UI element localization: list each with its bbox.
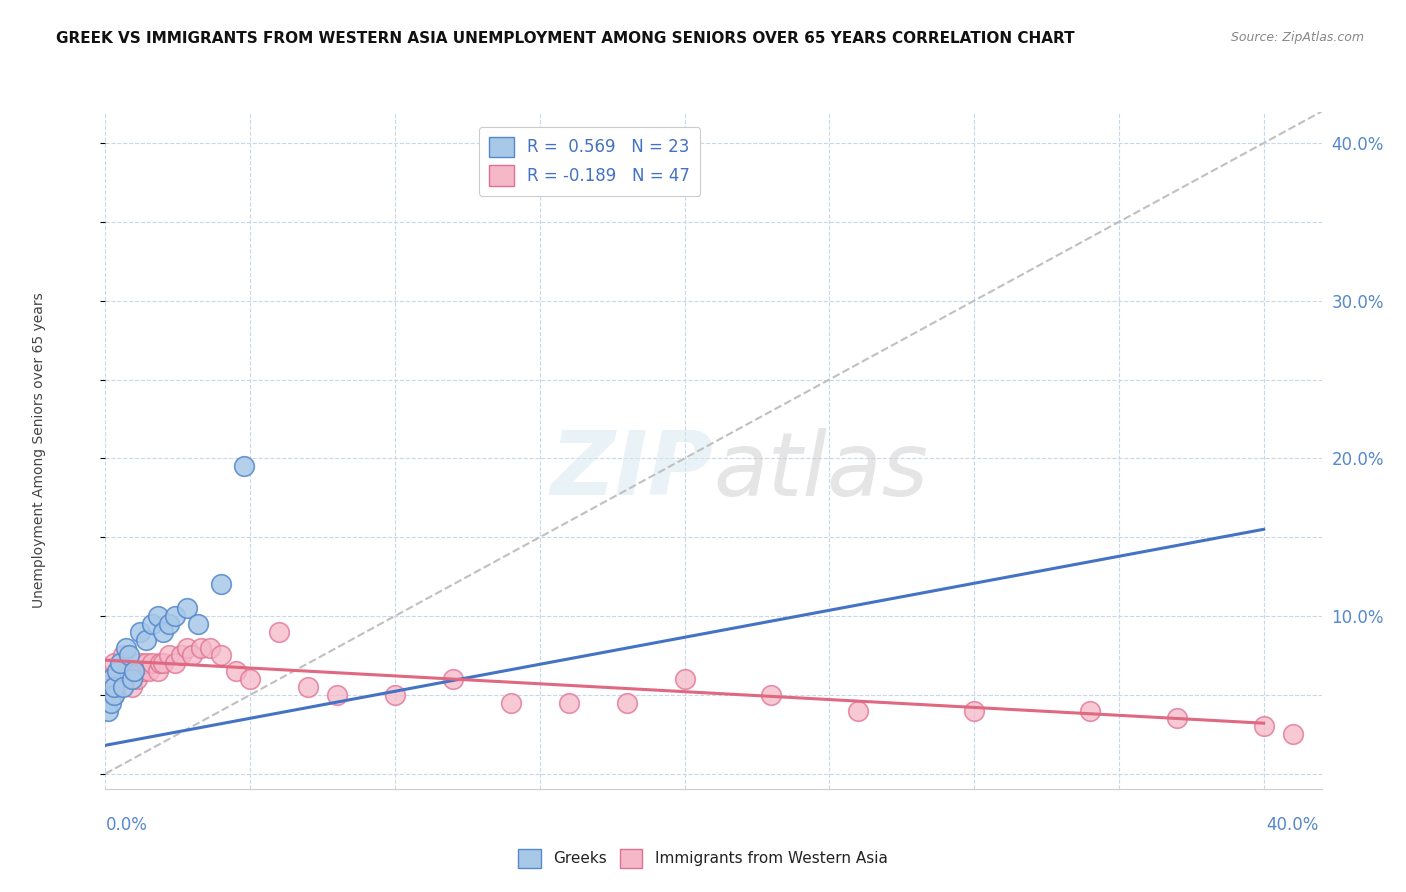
Text: 0.0%: 0.0% [105, 816, 148, 834]
Point [170, 648, 193, 663]
Point [103, 680, 125, 694]
Point [963, 704, 986, 718]
Point [121, 680, 143, 694]
Point [129, 657, 152, 671]
Point [108, 657, 131, 671]
Point [132, 664, 155, 678]
Point [127, 672, 149, 686]
Point [111, 680, 134, 694]
Point [141, 616, 163, 631]
Point [176, 640, 198, 655]
Legend: Greeks, Immigrants from Western Asia: Greeks, Immigrants from Western Asia [512, 843, 894, 873]
Point [135, 632, 157, 647]
Point [121, 672, 143, 686]
Point [100, 680, 122, 694]
Point [673, 672, 696, 686]
Point [616, 696, 638, 710]
Point [297, 680, 319, 694]
Text: atlas: atlas [713, 428, 928, 514]
Point [114, 672, 136, 686]
Point [558, 696, 581, 710]
Point [163, 609, 186, 624]
Point [129, 624, 152, 639]
Point [326, 688, 349, 702]
Point [105, 672, 128, 686]
Point [103, 657, 125, 671]
Point [181, 648, 204, 663]
Point [117, 664, 139, 678]
Point [209, 577, 232, 591]
Point [149, 657, 172, 671]
Point [97, 672, 120, 686]
Text: GREEK VS IMMIGRANTS FROM WESTERN ASIA UNEMPLOYMENT AMONG SENIORS OVER 65 YEARS C: GREEK VS IMMIGRANTS FROM WESTERN ASIA UN… [56, 31, 1074, 46]
Point [187, 616, 209, 631]
Point [135, 657, 157, 671]
Point [103, 688, 125, 702]
Point [152, 624, 174, 639]
Point [1281, 727, 1303, 741]
Point [157, 616, 180, 631]
Point [190, 640, 212, 655]
Point [141, 657, 163, 671]
Point [124, 664, 146, 678]
Point [846, 704, 869, 718]
Point [209, 648, 232, 663]
Point [111, 648, 134, 663]
Point [157, 648, 180, 663]
Point [176, 601, 198, 615]
Point [163, 657, 186, 671]
Point [441, 672, 464, 686]
Point [384, 688, 406, 702]
Point [111, 672, 134, 686]
Point [1078, 704, 1101, 718]
Point [117, 648, 139, 663]
Point [103, 688, 125, 702]
Point [138, 664, 160, 678]
Point [108, 664, 131, 678]
Legend: R =  0.569   N = 23, R = -0.189   N = 47: R = 0.569 N = 23, R = -0.189 N = 47 [478, 127, 700, 195]
Point [269, 624, 291, 639]
Point [499, 696, 522, 710]
Point [152, 657, 174, 671]
Point [761, 688, 783, 702]
Point [1166, 711, 1188, 725]
Text: Source: ZipAtlas.com: Source: ZipAtlas.com [1230, 31, 1364, 45]
Point [233, 459, 256, 474]
Point [100, 696, 122, 710]
Point [100, 672, 122, 686]
Point [146, 609, 169, 624]
Text: Unemployment Among Seniors over 65 years: Unemployment Among Seniors over 65 years [31, 293, 45, 608]
Point [97, 704, 120, 718]
Point [239, 672, 262, 686]
Point [225, 664, 247, 678]
Point [1253, 719, 1275, 733]
Text: 40.0%: 40.0% [1267, 816, 1319, 834]
Text: ZIP: ZIP [551, 427, 713, 515]
Point [105, 664, 128, 678]
Point [146, 664, 169, 678]
Point [124, 664, 146, 678]
Point [114, 640, 136, 655]
Point [198, 640, 221, 655]
